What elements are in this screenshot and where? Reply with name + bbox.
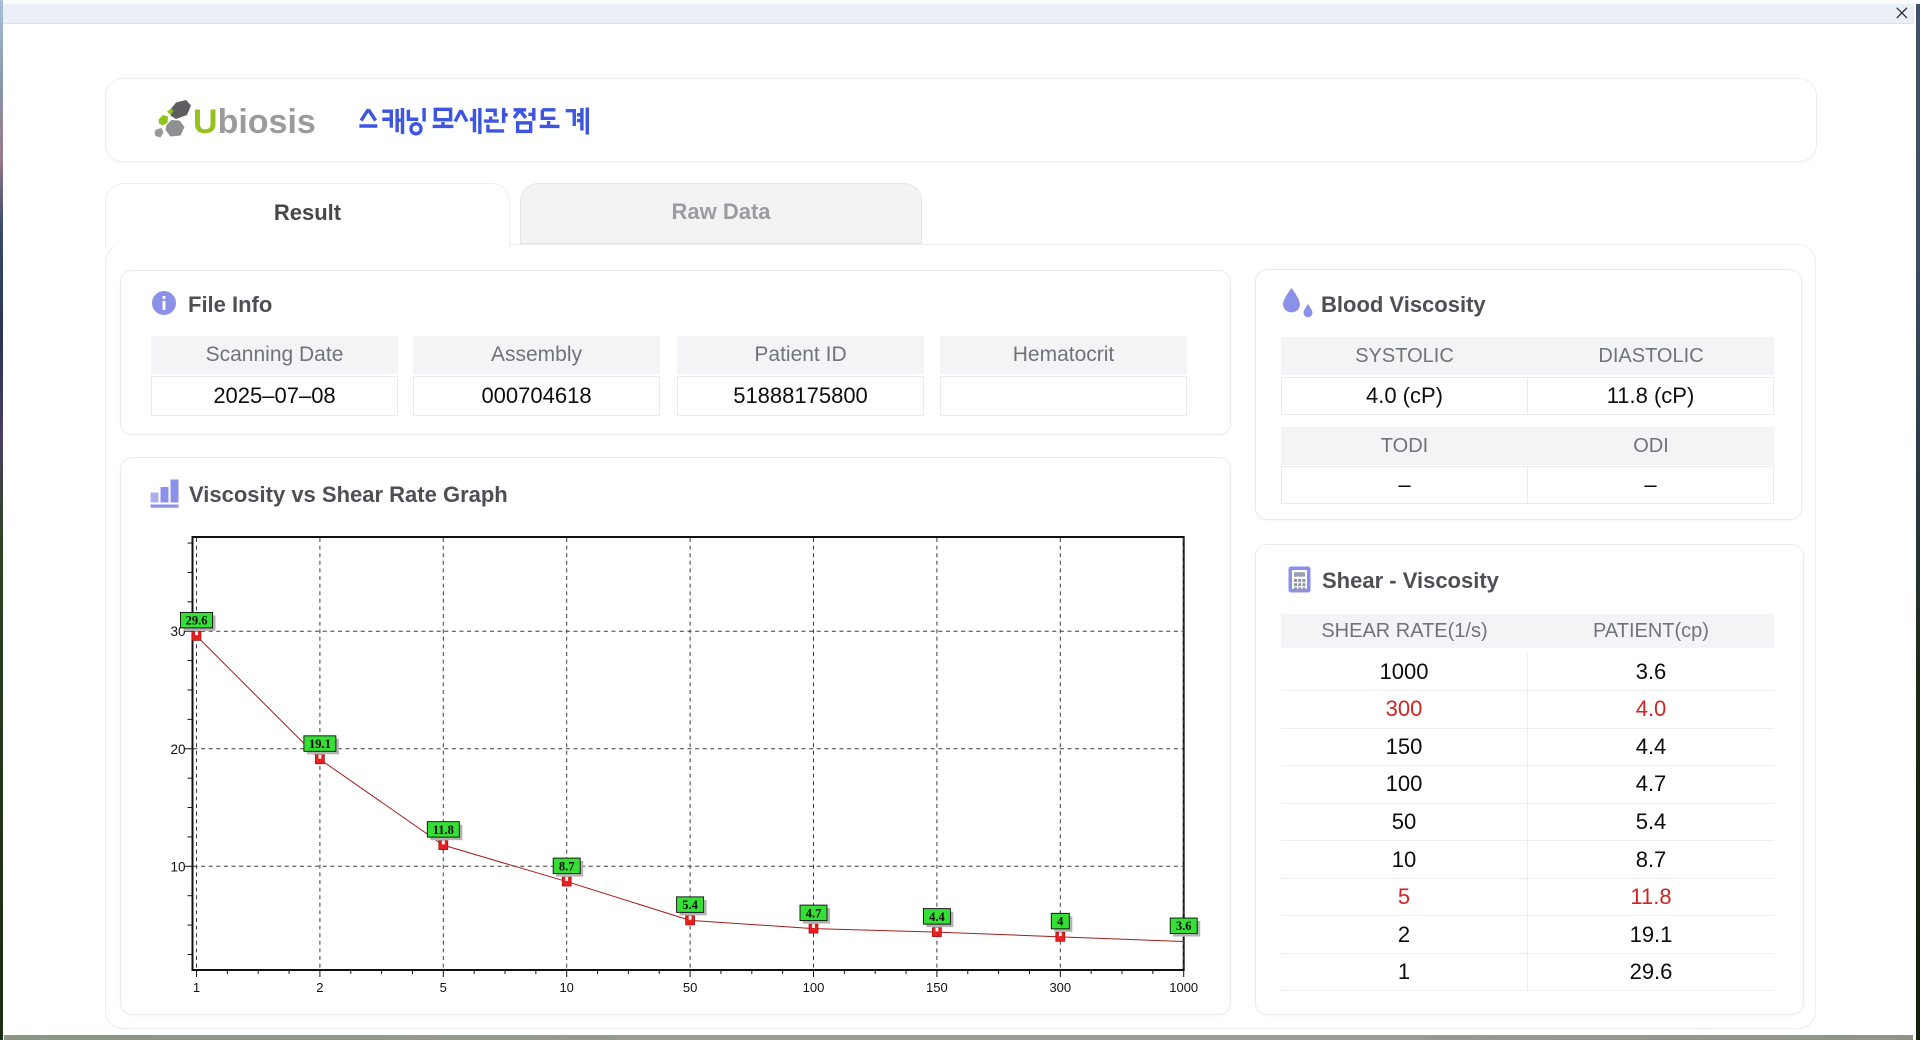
svg-text:10: 10 bbox=[559, 980, 573, 995]
svg-text:11.8: 11.8 bbox=[433, 823, 454, 837]
svg-text:19.1: 19.1 bbox=[309, 737, 331, 751]
svg-text:29.6: 29.6 bbox=[186, 614, 208, 628]
svg-text:4.4: 4.4 bbox=[929, 910, 945, 924]
svg-text:5.4: 5.4 bbox=[682, 898, 698, 912]
svg-text:4.7: 4.7 bbox=[806, 906, 822, 920]
svg-text:8.7: 8.7 bbox=[559, 859, 575, 873]
svg-text:100: 100 bbox=[803, 980, 825, 995]
svg-text:3.6: 3.6 bbox=[1176, 919, 1192, 933]
svg-text:20: 20 bbox=[170, 742, 185, 757]
svg-text:2: 2 bbox=[316, 980, 323, 995]
svg-text:4: 4 bbox=[1057, 915, 1064, 929]
svg-text:10: 10 bbox=[170, 859, 185, 874]
svg-text:300: 300 bbox=[1049, 980, 1071, 995]
svg-text:50: 50 bbox=[683, 980, 697, 995]
svg-text:150: 150 bbox=[926, 980, 948, 995]
svg-text:5: 5 bbox=[440, 980, 447, 995]
svg-text:1000: 1000 bbox=[1169, 980, 1198, 995]
svg-text:1: 1 bbox=[193, 980, 200, 995]
